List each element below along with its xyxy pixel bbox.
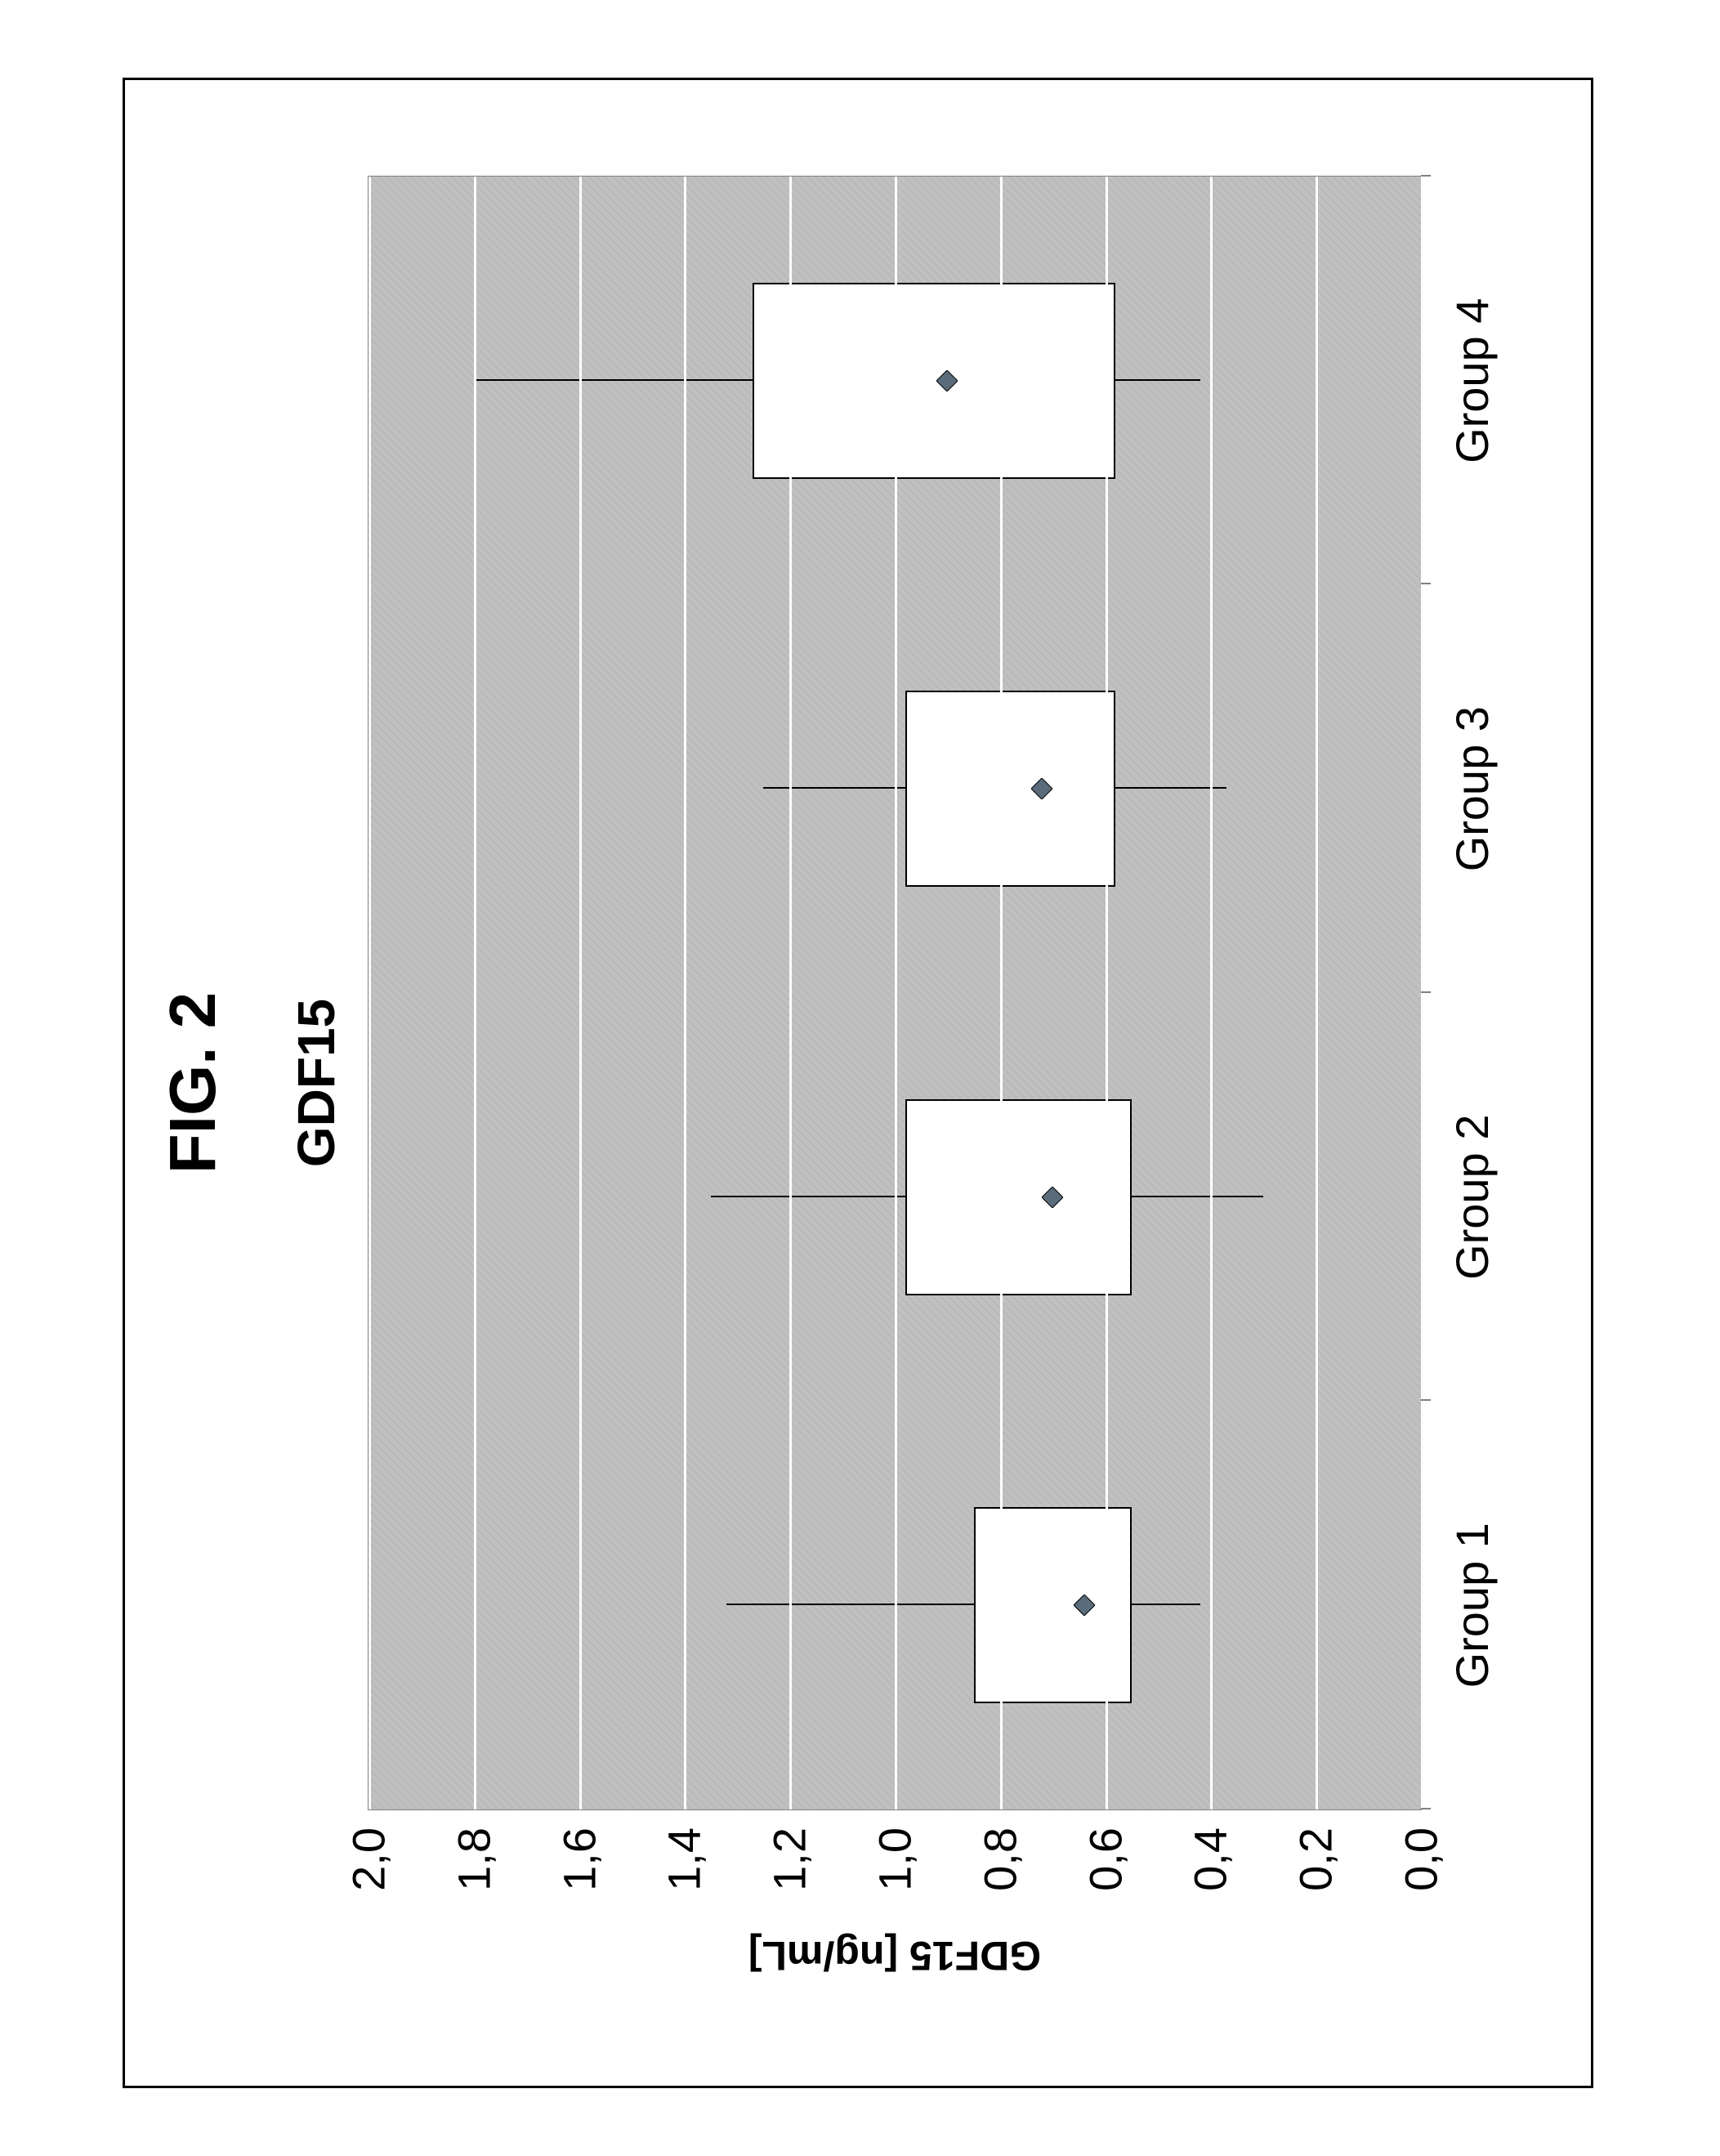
gridline [789,177,792,1809]
gridline [1000,177,1003,1809]
gridline [1106,177,1108,1809]
xtick [1421,991,1431,993]
figure-label: FIG. 2 [155,78,230,2088]
xtick [1421,584,1431,585]
box [905,691,1116,887]
box [974,1507,1132,1703]
ytick-label: 1,8 [447,1809,500,1891]
gridline [1210,177,1213,1809]
xtick [1421,175,1431,177]
y-axis-title-text: GDF15 [ng/mL] [748,1932,1041,1979]
xtick [1421,1400,1431,1402]
xtick-label: Group 2 [1445,1115,1499,1280]
page: FIG. 2 GDF15 GDF15 [ng/mL] 0,00,20,40,60… [0,0,1720,2156]
gridline [1316,177,1318,1809]
gridline [895,177,897,1809]
box [753,283,1115,479]
ytick-label: 1,0 [869,1809,922,1891]
rotated-content: FIG. 2 GDF15 GDF15 [ng/mL] 0,00,20,40,60… [123,78,1593,2088]
ytick-label: 1,4 [658,1809,711,1891]
y-axis-title: GDF15 [ng/mL] [368,1923,1422,1988]
gridline [684,177,686,1809]
gridline [474,177,476,1809]
plot-area: 0,00,20,40,60,81,01,21,41,61,82,0Group 1… [368,176,1422,1810]
chart-title: GDF15 [286,78,346,2088]
gridline [579,177,582,1809]
mean-marker-diamond-icon [936,370,958,391]
box [905,1099,1132,1295]
mean-marker-diamond-icon [1031,778,1052,799]
ytick-label: 0,8 [973,1809,1026,1891]
figure-frame: FIG. 2 GDF15 GDF15 [ng/mL] 0,00,20,40,60… [123,78,1593,2088]
ytick-label: 0,0 [1395,1809,1448,1891]
mean-marker-diamond-icon [1074,1595,1095,1616]
ytick-label: 0,2 [1289,1809,1342,1891]
ytick-label: 1,6 [552,1809,605,1891]
mean-marker-diamond-icon [1042,1187,1063,1208]
ytick-label: 0,6 [1079,1809,1132,1891]
ytick-label: 0,4 [1184,1809,1237,1891]
xtick-label: Group 3 [1445,706,1499,871]
xtick-label: Group 4 [1445,298,1499,463]
gridline [1421,177,1423,1809]
xtick [1421,1808,1431,1809]
ytick-label: 1,2 [763,1809,816,1891]
ytick-label: 2,0 [342,1809,395,1891]
gridline [369,177,371,1809]
xtick-label: Group 1 [1445,1523,1499,1688]
